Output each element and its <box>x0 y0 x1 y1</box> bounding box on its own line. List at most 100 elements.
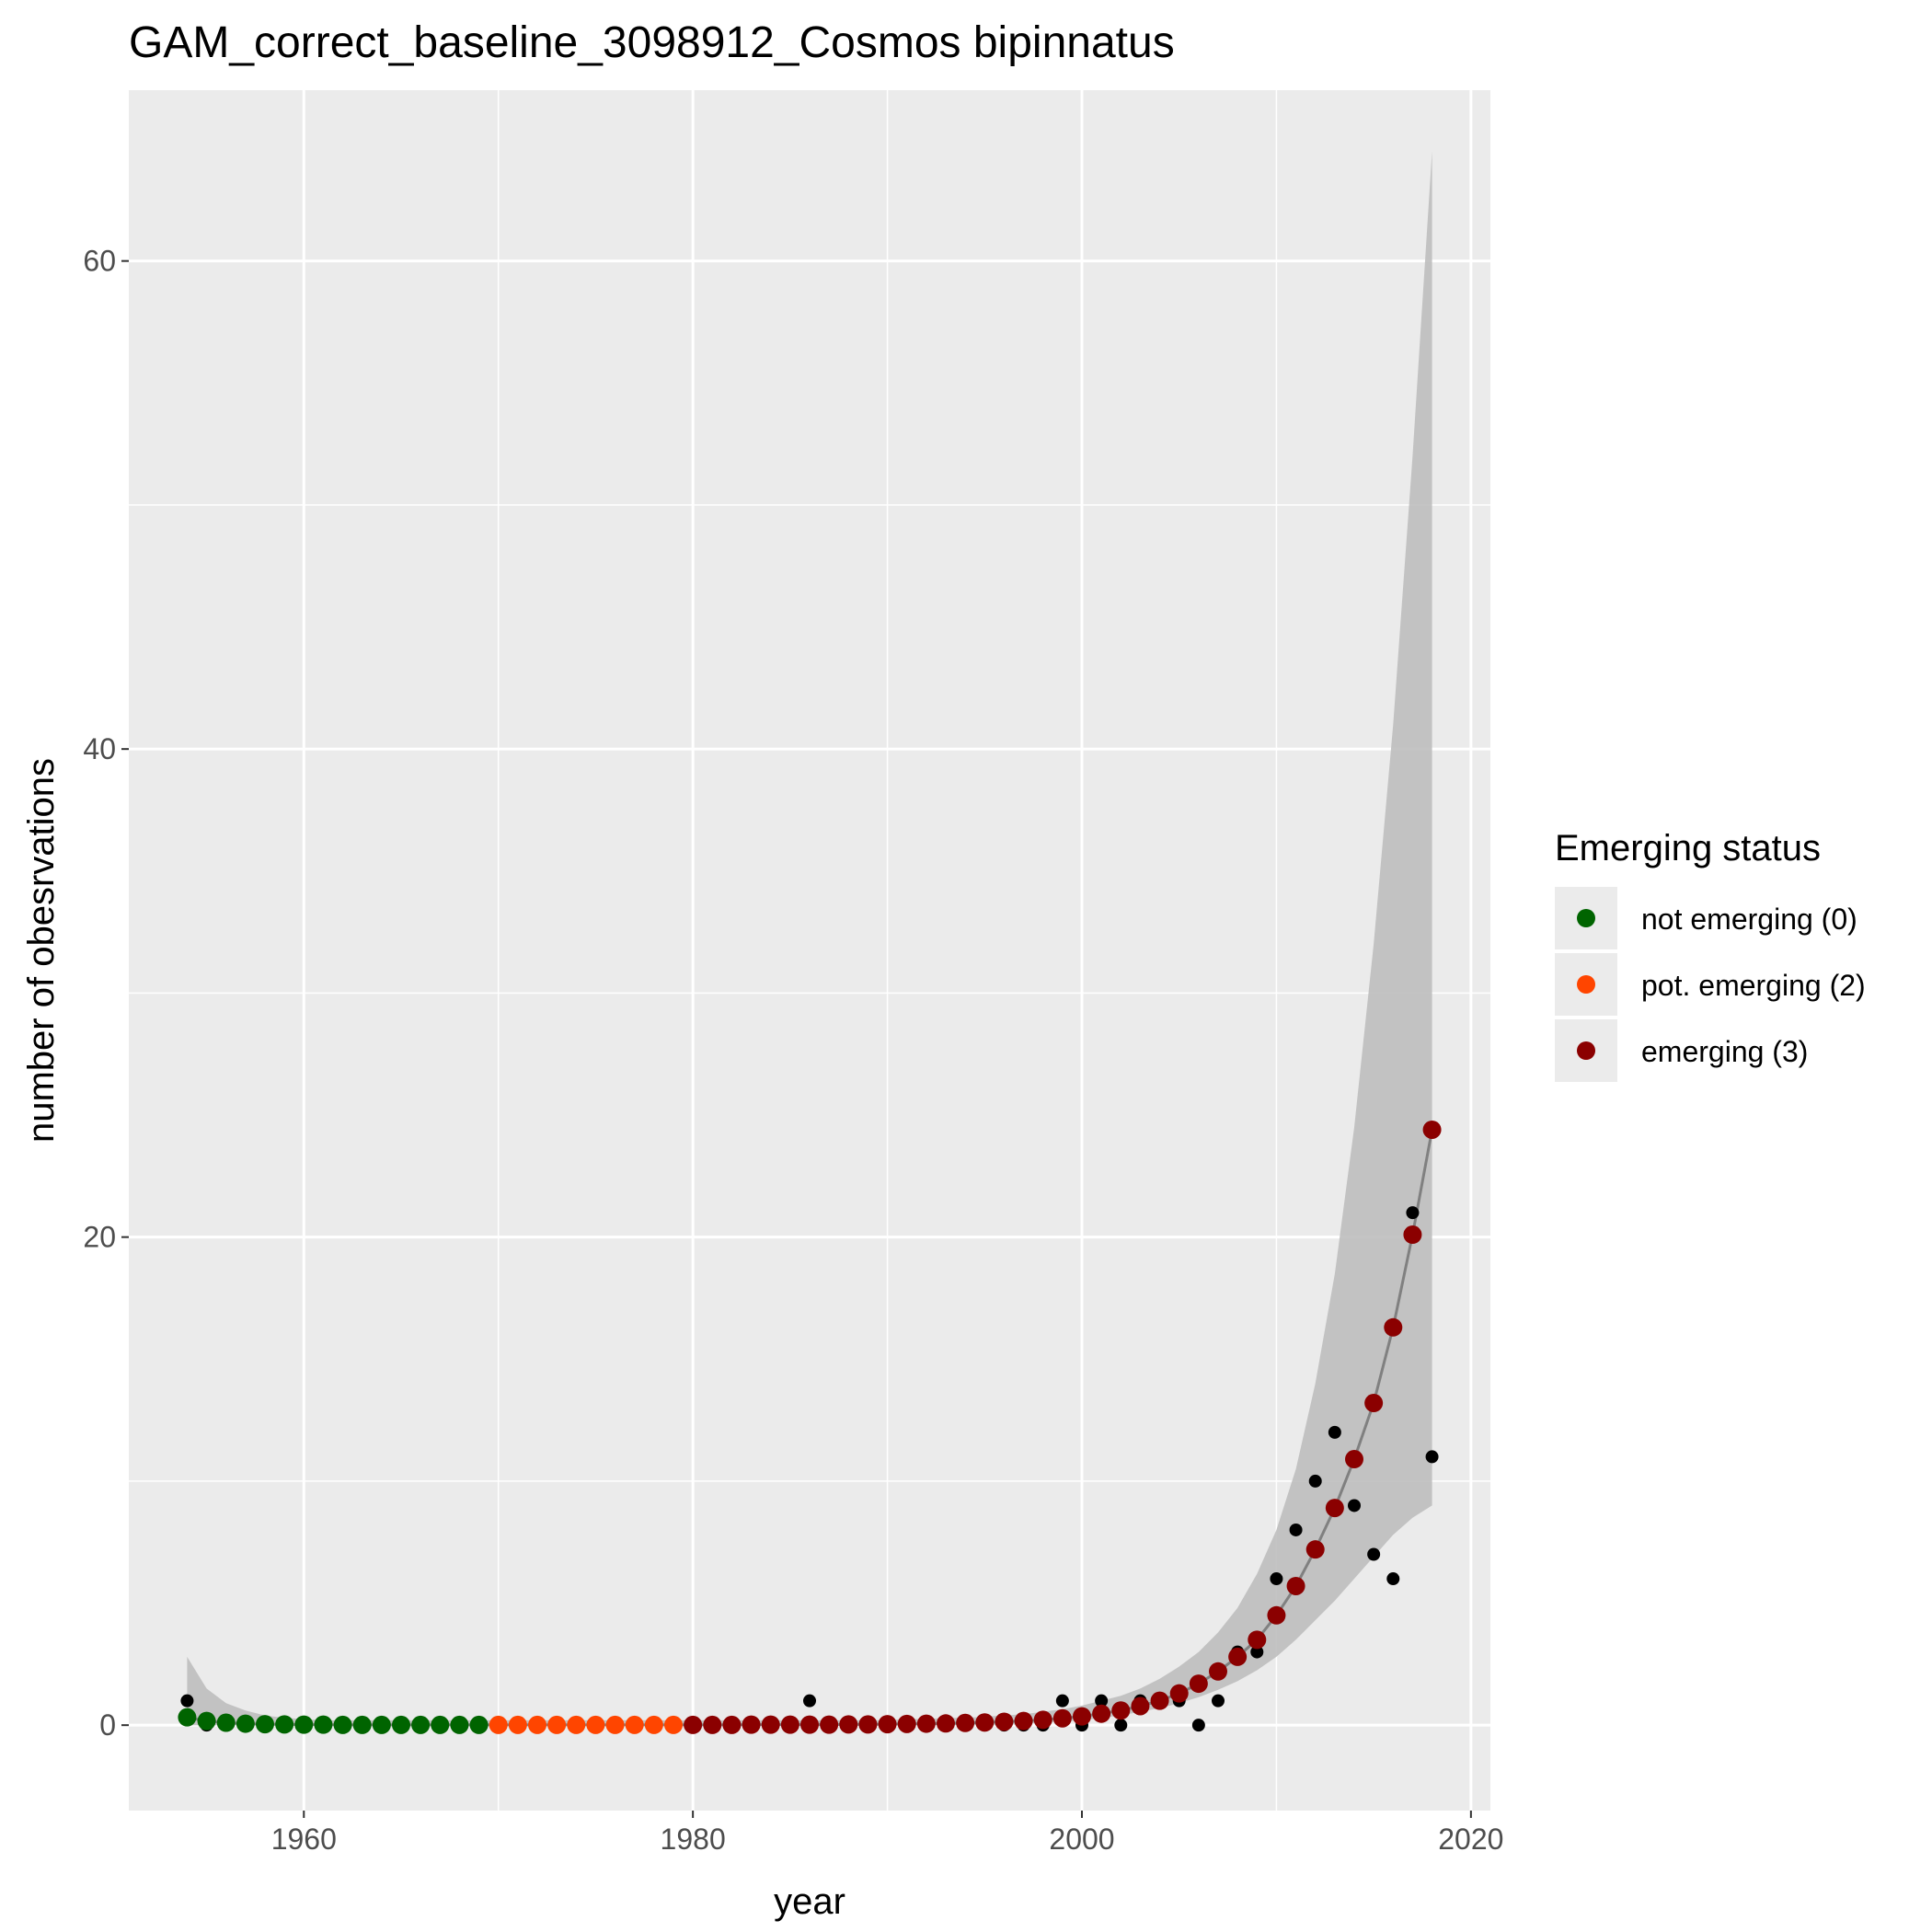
fitted-point <box>314 1715 333 1734</box>
y-tick-label: 20 <box>83 1221 116 1254</box>
x-tick-label: 2000 <box>1049 1823 1114 1856</box>
fitted-point <box>431 1715 450 1734</box>
fitted-point <box>1131 1696 1150 1716</box>
legend-title: Emerging status <box>1555 828 1821 868</box>
fitted-point <box>1345 1450 1363 1469</box>
axis-ticks <box>121 259 1472 1818</box>
observed-point <box>1348 1499 1361 1512</box>
observed-point <box>1250 1645 1264 1659</box>
fitted-point <box>450 1715 469 1734</box>
fitted-point <box>1422 1120 1442 1139</box>
fitted-point <box>411 1715 431 1734</box>
y-tick-label: 0 <box>99 1708 116 1742</box>
fitted-point <box>1033 1710 1052 1730</box>
fitted-point <box>742 1715 761 1734</box>
fitted-point <box>975 1713 995 1732</box>
fitted-point <box>995 1712 1014 1731</box>
fitted-point <box>761 1715 780 1734</box>
fitted-point <box>722 1715 742 1734</box>
fitted-point <box>333 1715 352 1734</box>
fitted-point <box>1228 1647 1248 1666</box>
observed-point <box>1270 1572 1283 1586</box>
fitted-point <box>937 1714 955 1733</box>
fitted-point <box>547 1715 567 1734</box>
fitted-point <box>625 1715 644 1734</box>
fitted-point <box>644 1715 663 1734</box>
fitted-point <box>197 1711 216 1731</box>
observed-point <box>1386 1572 1400 1586</box>
fitted-point <box>216 1713 236 1732</box>
fitted-point <box>1169 1684 1189 1703</box>
legend-key-pot-emerging <box>1577 975 1595 994</box>
fitted-point <box>1403 1225 1422 1245</box>
fitted-point <box>1384 1317 1403 1337</box>
fitted-point <box>820 1715 839 1734</box>
fitted-point <box>275 1715 294 1734</box>
fitted-point <box>1092 1704 1111 1723</box>
fitted-point <box>1209 1662 1227 1681</box>
fitted-point <box>469 1715 489 1734</box>
fitted-point <box>1111 1701 1131 1720</box>
fitted-point <box>1189 1674 1208 1694</box>
legend-key-emerging <box>1577 1041 1595 1060</box>
fitted-point <box>508 1715 527 1734</box>
fitted-point <box>780 1715 799 1734</box>
observed-point <box>1114 1719 1128 1732</box>
fitted-point <box>684 1715 703 1734</box>
legend-label-pot-emerging: pot. emerging (2) <box>1641 969 1866 1002</box>
fitted-point <box>1150 1691 1169 1710</box>
fitted-point <box>392 1715 410 1734</box>
fitted-point <box>567 1715 586 1734</box>
observed-point <box>1289 1523 1303 1536</box>
observed-point <box>803 1694 816 1708</box>
fitted-point <box>178 1708 197 1727</box>
x-tick-label: 2020 <box>1438 1823 1503 1856</box>
fitted-point <box>1052 1708 1072 1728</box>
legend-label-emerging: emerging (3) <box>1641 1035 1808 1068</box>
observed-point <box>1055 1694 1069 1708</box>
fitted-point <box>703 1715 722 1734</box>
observed-point <box>1308 1474 1322 1488</box>
fitted-point <box>372 1715 391 1734</box>
fitted-point <box>1014 1711 1033 1731</box>
fitted-point <box>1364 1394 1384 1413</box>
plot-panel <box>129 90 1490 1811</box>
chart-title: GAM_correct_baseline_3098912_Cosmos bipi… <box>129 18 1175 67</box>
fitted-point <box>839 1715 858 1734</box>
fitted-points <box>178 1120 1442 1734</box>
fitted-point <box>916 1714 936 1733</box>
y-tick-label: 40 <box>83 732 116 765</box>
observed-point <box>1212 1694 1225 1708</box>
legend: Emerging status not emerging (0) pot. em… <box>1555 828 1866 1082</box>
fitted-point <box>1267 1605 1286 1625</box>
fitted-point <box>800 1715 819 1734</box>
y-tick-labels: 0 20 40 60 <box>83 245 116 1742</box>
fitted-point <box>256 1715 274 1734</box>
fitted-point <box>586 1715 605 1734</box>
observed-point <box>180 1694 194 1708</box>
x-tick-label: 1980 <box>661 1823 726 1856</box>
observed-point <box>1095 1694 1109 1708</box>
observed-point <box>1191 1719 1205 1732</box>
observed-point <box>1328 1425 1341 1439</box>
x-tick-labels: 1960 1980 2000 2020 <box>271 1823 1504 1856</box>
confidence-ribbon <box>187 151 1432 1726</box>
grid-minor <box>129 90 1490 1811</box>
fitted-point <box>1073 1707 1091 1726</box>
observed-point <box>1367 1547 1381 1561</box>
x-axis-title: year <box>774 1881 845 1922</box>
fitted-point <box>1248 1630 1267 1650</box>
fitted-point <box>1325 1499 1344 1518</box>
observed-point <box>1425 1450 1439 1464</box>
fitted-point <box>489 1715 508 1734</box>
fitted-point <box>528 1715 546 1734</box>
fitted-point <box>1286 1576 1305 1595</box>
fitted-point <box>878 1715 897 1734</box>
fitted-point <box>605 1715 625 1734</box>
y-axis-title: number of obesrvations <box>21 758 62 1143</box>
confidence-ribbon-layer <box>187 151 1432 1726</box>
legend-label-not-emerging: not emerging (0) <box>1641 903 1857 936</box>
fitted-point <box>352 1715 372 1734</box>
fitted-point <box>236 1714 255 1733</box>
